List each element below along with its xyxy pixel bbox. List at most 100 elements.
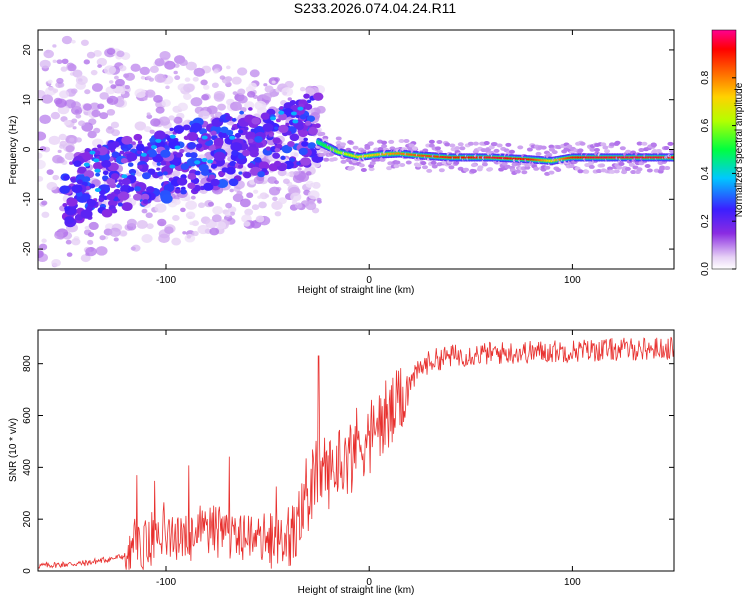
spectrogram-band-blob: [137, 140, 143, 144]
spectrogram-noise-blob: [173, 70, 178, 75]
spectrogram-noise-blob: [66, 252, 73, 257]
spectrogram-halo: [577, 169, 584, 174]
spectrogram-hotspot: [270, 116, 277, 121]
spectrogram-band-blob: [307, 142, 316, 150]
spectrogram-noise-blob: [249, 69, 260, 78]
spectrogram-halo: [377, 147, 384, 152]
spectrogram-noise-blob: [52, 88, 59, 93]
spectrogram-halo: [588, 164, 595, 169]
spectrogram-noise-blob: [97, 103, 105, 110]
spectrogram-halo: [459, 146, 466, 151]
spectrogram-band-blob: [127, 162, 134, 167]
x-tick-label: -100: [156, 275, 176, 286]
spectrogram-noise-blob: [183, 83, 195, 93]
spectrogram-noise-blob: [99, 235, 106, 241]
spectrogram-band-blob: [183, 135, 190, 140]
spectrogram-halo: [496, 143, 503, 148]
spectrogram-noise-blob: [171, 237, 182, 246]
spectrogram-band-blob: [120, 157, 128, 164]
spectrogram-noise-blob: [146, 223, 154, 230]
spectrogram-noise-blob: [293, 170, 300, 176]
spectrogram-band-blob: [213, 137, 224, 147]
spectrogram-noise-blob: [232, 91, 238, 96]
spectrogram-halo: [449, 143, 456, 148]
spectrogram-noise-blob: [174, 63, 180, 68]
spectrogram-band-blob: [113, 188, 121, 195]
spectrogram-halo: [469, 168, 476, 173]
spectrogram-ylabel: Frequency (Hz): [8, 116, 19, 185]
spectrogram-noise-blob: [211, 82, 219, 89]
spectrogram-halo: [389, 146, 396, 151]
spectrogram-hotspot: [207, 159, 214, 164]
spectrogram-band-blob: [106, 177, 116, 185]
spectrogram-hotspot: [155, 138, 162, 143]
spectrogram-band-blob: [127, 143, 133, 149]
spectrogram-halo: [360, 167, 367, 172]
spectrogram-noise-blob: [281, 87, 294, 97]
spectrogram-halo: [524, 165, 531, 170]
spectrogram-noise-blob: [107, 126, 113, 130]
spectrogram-halo: [619, 146, 626, 151]
spectrogram-band-blob: [274, 147, 281, 153]
spectrogram-noise-blob: [145, 89, 156, 98]
spectrogram-noise-blob: [149, 65, 159, 74]
spectrogram-band-blob: [303, 93, 310, 99]
spectrogram-halo: [421, 165, 428, 170]
spectrogram-noise-blob: [75, 113, 82, 119]
spectrogram-halo: [444, 142, 451, 147]
spectrogram-band-blob: [242, 149, 251, 157]
spectrogram-band-blob: [119, 150, 125, 155]
spectrogram-halo: [493, 148, 500, 153]
spectrogram-noise-blob: [64, 99, 76, 109]
spectrogram-noise-blob: [86, 51, 96, 59]
spectrogram-noise-blob: [39, 59, 51, 69]
spectrogram-noise-blob: [203, 84, 210, 90]
spectrogram-noise-blob: [243, 221, 251, 227]
spectrogram-halo: [323, 157, 330, 162]
spectrogram-halo: [587, 161, 594, 166]
spectrogram-noise-blob: [39, 114, 51, 124]
spectrogram-noise-blob: [157, 218, 167, 227]
spectrogram-noise-blob: [45, 86, 57, 96]
spectrogram-noise-blob: [244, 101, 255, 110]
spectrogram-band-blob: [144, 146, 149, 150]
spectrogram-band-blob: [239, 110, 245, 115]
spectrogram-noise-blob: [264, 85, 274, 93]
spectrogram-noise-blob: [61, 58, 69, 65]
spectrogram-noise-blob: [229, 211, 236, 216]
spectrogram-noise-blob: [58, 133, 67, 141]
spectrogram-noise-blob: [198, 70, 203, 74]
spectrogram-noise-blob: [96, 57, 108, 67]
spectrogram-noise-blob: [274, 180, 279, 185]
spectrogram-halo: [367, 141, 374, 146]
spectrogram-halo: [434, 146, 441, 151]
spectrogram-noise-blob: [247, 90, 256, 98]
spectrogram-halo: [609, 169, 616, 174]
spectrogram-band-blob: [272, 137, 281, 144]
spectrogram-noise-blob: [50, 111, 61, 120]
spectrogram-noise-blob: [143, 126, 152, 133]
spectrogram-noise-blob: [258, 201, 267, 209]
spectrogram-noise-blob: [215, 221, 227, 230]
spectrogram-hotspot: [169, 164, 176, 169]
spectrogram-band-blob: [80, 209, 93, 219]
spectrogram-halo: [614, 140, 621, 145]
spectrogram-halo: [505, 142, 512, 147]
spectrogram-hotspot: [94, 187, 101, 192]
spectrogram-noise-blob: [263, 83, 268, 87]
spectrogram-noise-blob: [75, 137, 82, 143]
spectrogram-noise-blob: [52, 59, 57, 63]
spectrogram-noise-blob: [146, 112, 151, 116]
spectrogram-noise-blob: [150, 118, 161, 127]
x-tick-label: 0: [366, 577, 372, 588]
spectrogram-noise-blob: [41, 94, 54, 104]
spectrogram-band-blob: [203, 182, 214, 191]
colorbar-tick-label: 0.4: [700, 166, 711, 180]
spectrogram-noise-blob: [274, 211, 282, 217]
spectrogram-band-blob: [140, 193, 150, 201]
spectrogram-noise-blob: [262, 92, 272, 101]
spectrogram-band-blob: [220, 126, 229, 134]
spectrogram-band-blob: [268, 133, 274, 137]
spectrogram-noise-blob: [190, 97, 203, 107]
spectrogram-noise-blob: [141, 234, 153, 243]
